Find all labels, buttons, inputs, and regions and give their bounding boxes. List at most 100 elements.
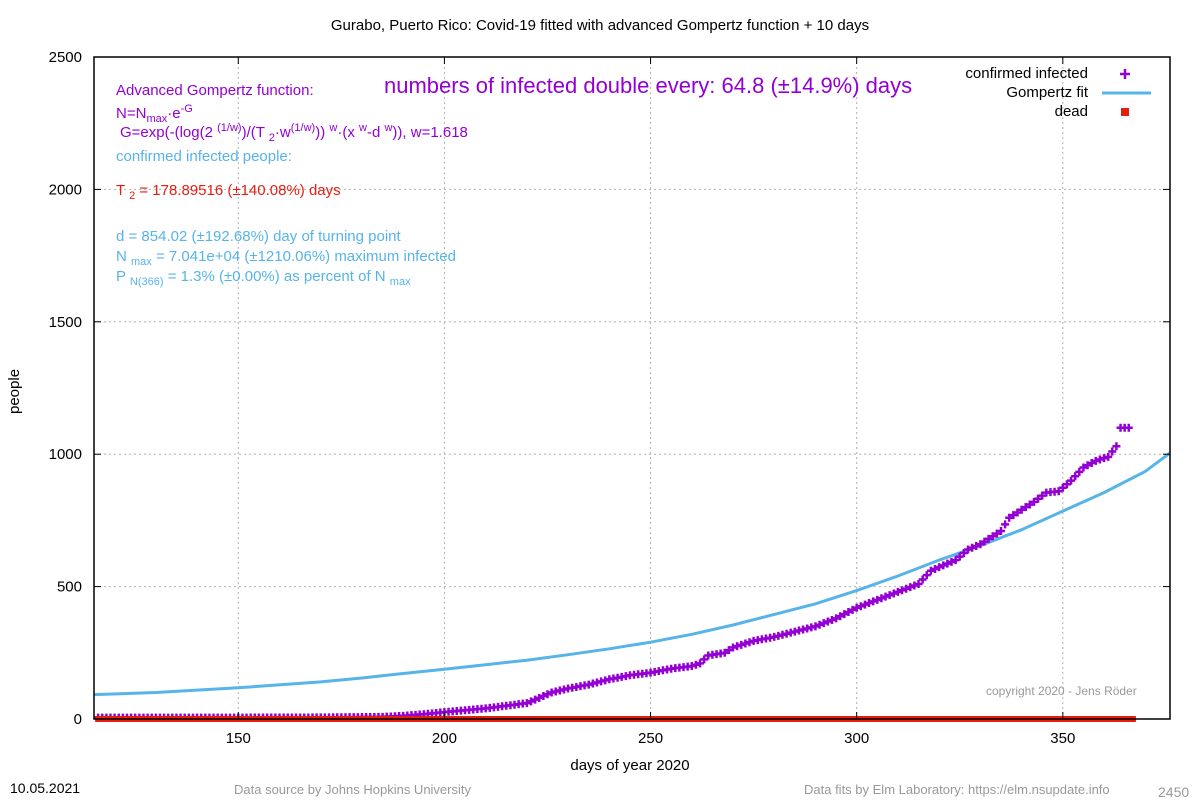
infected-point <box>1009 511 1018 520</box>
infected-point <box>1001 520 1010 529</box>
infected-point <box>522 699 531 708</box>
fit-line <box>93 451 1171 697</box>
infected-point <box>852 603 861 612</box>
y-tick-label: 2500 <box>49 49 82 66</box>
infected-point <box>696 659 705 668</box>
confirmed-infected-series <box>94 423 1133 722</box>
infected-point <box>1021 503 1030 512</box>
infected-point <box>1025 500 1034 509</box>
infected-point <box>1075 467 1084 476</box>
formula-g: G=exp(-(log(2 (1/w))/(T 2·w(1/w))) w·(x … <box>120 122 468 144</box>
infected-point <box>1029 497 1038 506</box>
infected-point <box>918 575 927 584</box>
infected-point <box>1071 472 1080 481</box>
infected-point <box>724 646 733 655</box>
infected-point <box>865 599 874 608</box>
infected-point <box>848 605 857 614</box>
infected-point <box>827 615 836 624</box>
infected-point <box>980 537 989 546</box>
infected-point <box>811 622 820 631</box>
infected-point <box>1079 463 1088 472</box>
infected-point <box>526 697 535 706</box>
infected-point <box>1100 454 1109 463</box>
nmax-annotation: N max = 7.041e+04 (±1210.06%) maximum in… <box>116 248 457 268</box>
infected-point <box>1017 505 1026 514</box>
infected-point <box>856 602 865 611</box>
doubling-annotation: numbers of infected double every: 64.8 (… <box>384 73 913 98</box>
y-tick-label: 0 <box>74 711 82 728</box>
legend-dead-marker <box>1121 108 1129 116</box>
infected-point <box>535 693 544 702</box>
infected-point <box>1124 423 1133 432</box>
infected-point <box>539 692 548 701</box>
infected-point <box>741 639 750 648</box>
plot-frame <box>93 56 1171 720</box>
infected-point <box>1095 455 1104 464</box>
infected-point <box>996 526 1005 535</box>
footer-source: Data source by Johns Hopkins University <box>234 782 471 797</box>
legend-confirmed-label: confirmed infected <box>965 65 1088 82</box>
infected-point <box>947 557 956 566</box>
x-tick-label: 200 <box>432 730 457 747</box>
x-tick-label: 150 <box>226 730 251 747</box>
t2-annotation: T 2 = 178.89516 (±140.08%) days <box>116 182 341 202</box>
infected-point <box>951 556 960 565</box>
infected-point <box>889 589 898 598</box>
y-tick-label: 1000 <box>49 446 82 463</box>
infected-point <box>1104 452 1113 461</box>
footer-code: 2450 <box>1158 784 1190 800</box>
d-annotation: d = 854.02 (±192.68%) day of turning poi… <box>116 228 401 245</box>
infected-point <box>720 648 729 657</box>
infected-point <box>885 591 894 600</box>
gompertz-fit-series <box>93 451 1171 697</box>
infected-point <box>729 643 738 652</box>
infected-point <box>959 549 968 558</box>
infected-point <box>860 600 869 609</box>
infected-point <box>1005 513 1014 522</box>
infected-point <box>914 579 923 588</box>
infected-point <box>823 617 832 626</box>
infected-point <box>922 571 931 580</box>
infected-point <box>935 563 944 572</box>
infected-point <box>939 561 948 570</box>
legend-dead-label: dead <box>1054 103 1088 120</box>
grid-lines <box>94 57 1170 719</box>
infected-point <box>992 529 1001 538</box>
infected-point <box>943 559 952 568</box>
y-axis-label: people <box>6 368 23 414</box>
infected-point <box>968 543 977 552</box>
infected-point <box>737 640 746 649</box>
x-tick-label: 350 <box>1050 730 1075 747</box>
footer-date: 10.05.2021 <box>10 780 81 796</box>
infected-point <box>687 662 696 671</box>
confirmed-infected-label: confirmed infected people: <box>116 148 292 165</box>
infected-point <box>955 552 964 561</box>
infected-point <box>976 540 985 549</box>
infected-point <box>972 541 981 550</box>
infected-point <box>836 612 845 621</box>
x-tick-label: 250 <box>638 730 663 747</box>
y-tick-label: 500 <box>57 579 82 596</box>
axis-ticks: 150 200 250 300 350 0 500 1000 1500 2000 2500 <box>49 49 1170 747</box>
y-tick-label: 2000 <box>49 181 82 198</box>
infected-point <box>1091 456 1100 465</box>
infected-point <box>893 587 902 596</box>
infected-point <box>1058 483 1067 492</box>
infected-point <box>988 532 997 541</box>
infected-point <box>1034 494 1043 503</box>
infected-point <box>1067 476 1076 485</box>
x-tick-label: 300 <box>844 730 869 747</box>
y-tick-label: 1500 <box>49 314 82 331</box>
infected-point <box>898 586 907 595</box>
infected-point <box>931 564 940 573</box>
infected-point <box>745 638 754 647</box>
infected-point <box>910 581 919 590</box>
infected-point <box>877 594 886 603</box>
legend-fit-label: Gompertz fit <box>1006 84 1088 101</box>
infected-point <box>815 620 824 629</box>
infected-point <box>733 642 742 651</box>
infected-point <box>531 695 540 704</box>
formula-title: Advanced Gompertz function: <box>116 82 314 99</box>
infected-point <box>1112 442 1121 451</box>
